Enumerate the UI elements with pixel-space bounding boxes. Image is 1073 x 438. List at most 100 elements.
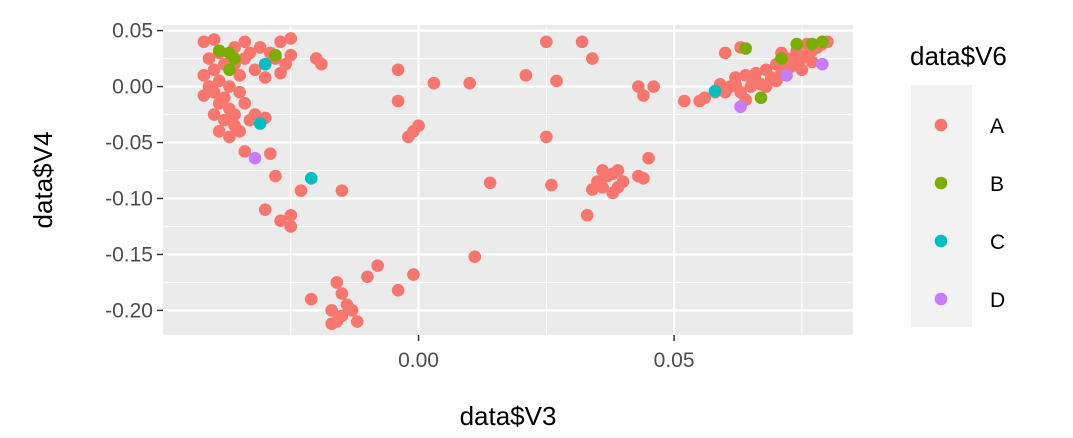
data-point-A <box>575 35 589 49</box>
data-point-B <box>790 37 804 51</box>
data-point-A <box>550 74 563 88</box>
data-point-A <box>284 208 298 222</box>
data-point-A <box>642 151 655 165</box>
data-point-A <box>540 130 553 144</box>
data-point-A <box>678 94 691 108</box>
y-tick-label: 0.00 <box>112 76 153 99</box>
data-point-C <box>304 172 318 185</box>
data-point-A <box>427 76 441 90</box>
data-point-A <box>468 250 482 263</box>
data-point-A <box>361 270 374 284</box>
data-point-A <box>749 66 763 80</box>
data-point-A <box>616 175 630 188</box>
data-point-A <box>253 41 267 54</box>
legend-key-C <box>934 234 948 248</box>
data-point-A <box>540 35 553 49</box>
data-point-A <box>463 76 476 90</box>
data-point-D <box>780 69 793 82</box>
data-point-D <box>734 100 747 113</box>
data-point-C <box>253 117 267 130</box>
data-point-A <box>233 85 246 99</box>
data-point-A <box>606 186 620 200</box>
data-point-A <box>698 91 712 105</box>
data-point-A <box>269 169 282 183</box>
data-point-A <box>233 125 246 138</box>
data-point-A <box>371 259 384 272</box>
data-point-A <box>223 80 236 93</box>
y-axis-title: data$V4 <box>28 132 58 229</box>
x-axis-title: data$V3 <box>460 401 557 431</box>
legend-label-C: C <box>990 231 1005 254</box>
data-point-A <box>335 287 349 300</box>
data-point-A <box>545 178 558 192</box>
data-point-B <box>269 48 282 62</box>
data-point-A <box>238 97 252 110</box>
data-point-A <box>248 63 262 77</box>
data-point-A <box>202 52 216 65</box>
data-point-A <box>197 35 211 49</box>
data-point-A <box>284 32 298 45</box>
data-point-A <box>238 145 252 158</box>
data-point-A <box>223 130 236 144</box>
data-point-A <box>391 283 405 297</box>
data-point-A <box>274 214 287 228</box>
data-point-A <box>596 180 609 194</box>
data-point-A <box>207 85 221 99</box>
data-point-A <box>330 276 344 289</box>
legend-label-A: A <box>990 115 1004 138</box>
data-point-A <box>407 268 420 281</box>
data-point-A <box>228 108 241 121</box>
data-point-A <box>391 63 405 77</box>
data-points <box>197 32 834 331</box>
data-point-A <box>647 80 660 93</box>
data-point-A <box>274 35 287 49</box>
y-tick-label: -0.15 <box>105 243 153 266</box>
data-point-A <box>238 35 252 49</box>
legend-key-D <box>934 292 948 306</box>
data-point-A <box>412 119 425 133</box>
data-point-A <box>611 164 625 177</box>
legend-title: data$V6 <box>910 41 1007 71</box>
data-point-A <box>197 89 211 102</box>
y-tick-label: -0.20 <box>105 299 153 322</box>
data-point-A <box>729 71 742 84</box>
axes: 0.05 0.00 -0.05 -0.10 -0.15 -0.20 0.00 0.05 <box>105 20 694 372</box>
data-point-A <box>218 113 231 127</box>
data-point-A <box>258 71 272 84</box>
data-point-A <box>315 57 328 71</box>
y-tick-label: 0.05 <box>112 20 153 43</box>
data-point-A <box>284 220 298 233</box>
data-point-A <box>233 69 246 82</box>
data-point-A <box>294 184 308 197</box>
data-point-A <box>212 97 226 110</box>
data-point-A <box>325 317 338 331</box>
data-point-A <box>519 69 533 82</box>
data-point-A <box>637 172 650 185</box>
legend-label-D: D <box>990 289 1005 312</box>
data-point-A <box>197 69 211 82</box>
data-point-A <box>325 304 338 317</box>
data-point-B <box>816 35 829 49</box>
data-point-A <box>586 52 599 65</box>
data-point-C <box>708 84 722 98</box>
legend-key-B <box>934 176 948 190</box>
data-point-A <box>350 315 364 328</box>
data-point-B <box>228 52 241 65</box>
data-point-A <box>207 63 221 77</box>
data-point-D <box>816 57 829 71</box>
data-point-A <box>212 125 226 138</box>
y-tick-label: -0.10 <box>105 187 153 210</box>
data-point-A <box>785 52 798 65</box>
data-point-B <box>223 63 236 77</box>
data-point-A <box>258 203 272 216</box>
x-tick-label: 0.05 <box>654 349 695 372</box>
data-point-A <box>212 74 226 88</box>
legend: A B C D <box>934 115 1005 312</box>
data-point-D <box>248 151 262 165</box>
data-point-B <box>805 37 819 51</box>
data-point-A <box>795 63 809 77</box>
data-point-A <box>739 69 752 82</box>
data-point-B <box>754 91 768 105</box>
data-point-A <box>264 147 277 161</box>
